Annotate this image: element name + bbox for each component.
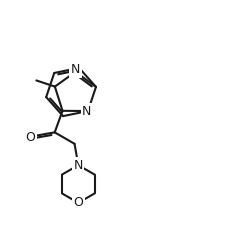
Text: N: N — [82, 105, 91, 118]
Text: O: O — [26, 131, 36, 144]
Text: O: O — [73, 196, 83, 209]
Text: N: N — [71, 63, 80, 76]
Text: N: N — [74, 159, 83, 172]
